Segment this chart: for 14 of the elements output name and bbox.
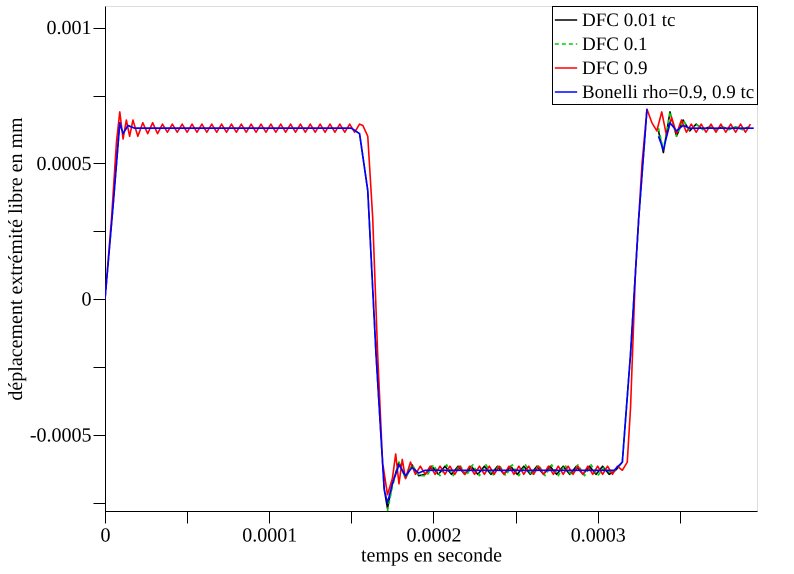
y-tick-label: 0.001: [46, 17, 92, 40]
legend-label: DFC 0.9: [582, 58, 648, 79]
x-axis-title: temps en seconde: [360, 544, 502, 566]
y-axis-title: déplacement extrémité libre en mm: [4, 116, 27, 401]
y-tick-label: -0.0005: [30, 424, 92, 446]
y-tick-label: 0: [82, 288, 92, 311]
x-tick-label: 0.0002: [406, 524, 462, 546]
y-tick-label: 0.0005: [36, 152, 92, 175]
x-tick-label: 0: [100, 524, 110, 546]
legend-label: DFC 0.1: [582, 34, 648, 55]
legend-label: DFC 0.01 tc: [582, 10, 676, 31]
x-tick-label: 0.0003: [570, 524, 626, 546]
x-tick-label: 0.0001: [242, 524, 298, 546]
legend-label: Bonelli rho=0.9, 0.9 tc: [582, 82, 754, 103]
